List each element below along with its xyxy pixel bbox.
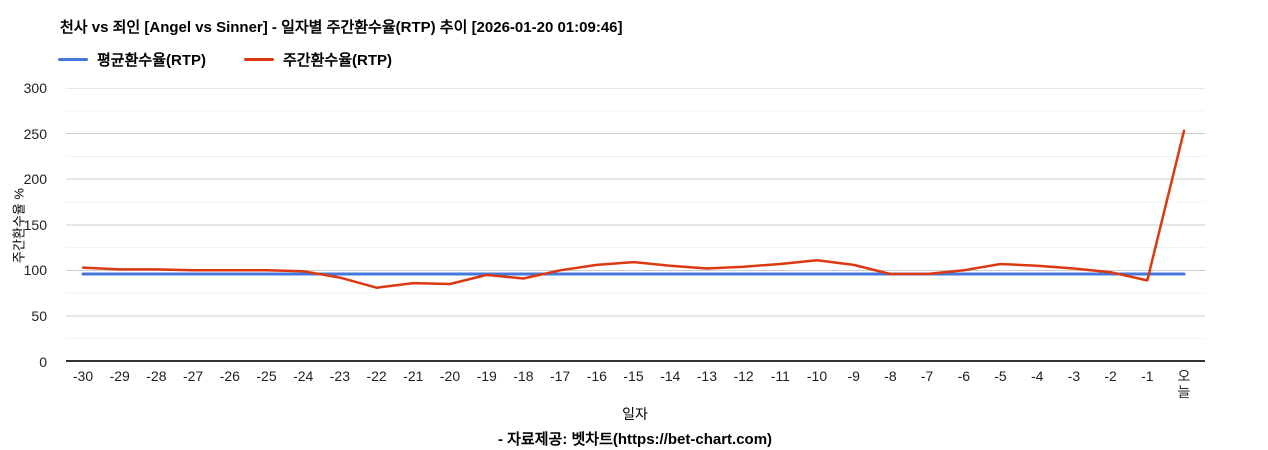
x-tick-label: -25 <box>256 368 277 384</box>
source-attribution: - 자료제공: 벳차트(https://bet-chart.com) <box>497 431 773 448</box>
legend-item-1[interactable]: 주간환수율(RTP) <box>244 49 392 70</box>
y-tick-label: 50 <box>31 307 47 324</box>
plot-area[interactable] <box>66 88 1205 362</box>
legend-line-swatch <box>244 58 274 61</box>
x-tick-label: -27 <box>182 368 204 384</box>
x-tick-label: -23 <box>329 368 351 384</box>
minor-gridlines <box>66 110 1205 340</box>
y-tick-label: 300 <box>23 80 47 96</box>
x-tick-label: -24 <box>293 368 314 384</box>
y-tick-label: 0 <box>39 353 47 370</box>
y-tick-label: 100 <box>23 262 47 279</box>
x-tick-label: -11 <box>770 368 790 384</box>
chart-canvas[interactable] <box>66 88 1205 362</box>
x-tick-label: -14 <box>660 368 681 384</box>
x-tick-label: -10 <box>806 368 828 384</box>
legend-label: 평균환수율(RTP) <box>97 52 206 69</box>
x-tick-label: -2 <box>1104 368 1117 384</box>
x-tick-label: -15 <box>623 368 644 384</box>
x-tick-label: -19 <box>476 368 497 384</box>
chart-title: 천사 vs 죄인 [Angel vs Sinner] - 일자별 주간환수율(R… <box>60 19 623 36</box>
chart-legend: 평균환수율(RTP) 주간환수율(RTP) <box>58 49 392 70</box>
x-tick-label: -29 <box>109 368 130 384</box>
x-tick-label: -17 <box>549 368 571 384</box>
y-tick-label: 200 <box>23 171 47 188</box>
x-tick-label: -20 <box>439 368 461 384</box>
x-tick-label: -9 <box>847 368 860 384</box>
x-tick-label: -21 <box>403 368 424 384</box>
x-tick-label: -13 <box>696 368 718 384</box>
x-tick-label: -16 <box>586 368 607 384</box>
x-tick-label: -5 <box>994 368 1007 384</box>
x-tick-label: -12 <box>733 368 754 384</box>
x-tick-label: -6 <box>957 368 971 384</box>
x-axis-tick-labels: -30 -29 -28 -27 -26 -25 -24 -23 -22 -21 -20 -19 -18-… <box>0 368 1268 408</box>
x-tick-label: -18 <box>513 368 534 384</box>
x-axis-title: 일자 <box>0 404 1268 424</box>
x-tick-label: -7 <box>920 368 934 384</box>
series-lines <box>81 129 1186 289</box>
x-tick-label: 오 늘 <box>1177 368 1191 401</box>
x-tick-label: -8 <box>884 368 897 384</box>
x-axis-title-text: 일자 <box>622 406 648 422</box>
y-tick-label: 150 <box>23 216 47 233</box>
x-tick-label: -4 <box>1030 368 1044 384</box>
series-line-1[interactable] <box>81 129 1186 289</box>
x-tick-label: -28 <box>146 368 167 384</box>
x-tick-label: -1 <box>1141 368 1154 384</box>
legend-item-0[interactable]: 평균환수율(RTP) <box>58 49 206 70</box>
x-tick-label: -30 <box>72 368 94 384</box>
x-tick-label: -3 <box>1067 368 1081 384</box>
x-tick-label: -26 <box>219 368 240 384</box>
x-tick-label: -22 <box>366 368 387 384</box>
y-axis-tick-labels: 0 50 100 150 200 250 300 <box>0 0 56 450</box>
legend-label: 주간환수율(RTP) <box>283 52 392 69</box>
y-tick-label: 250 <box>23 125 47 142</box>
legend-line-swatch <box>58 58 88 61</box>
